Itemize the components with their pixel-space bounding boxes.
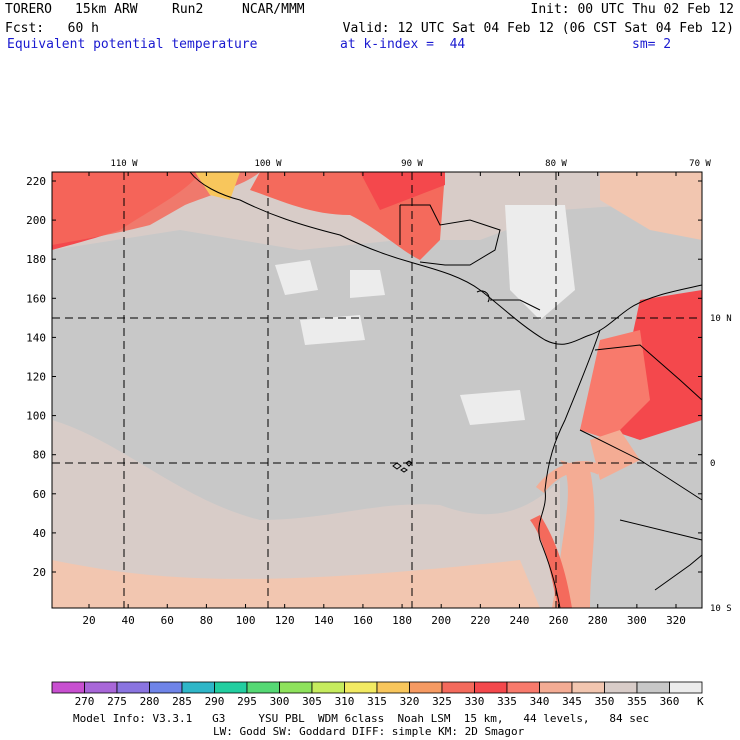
colorbar-swatch — [441, 681, 475, 694]
colorbar-level-label: 295 — [237, 695, 257, 708]
x-tick-label: 260 — [549, 614, 569, 627]
colorbar-swatch — [409, 681, 443, 694]
y-tick-label: 60 — [33, 488, 46, 501]
colorbar-swatch — [344, 681, 378, 694]
y-tick-label: 100 — [26, 410, 46, 423]
x-tick-label: 180 — [392, 614, 412, 627]
colorbar-swatch — [246, 681, 280, 694]
lat-label-10n: 10 N — [710, 314, 732, 324]
lat-label-0: 0 — [710, 459, 715, 469]
colorbar-level-label: 360 — [660, 695, 680, 708]
x-tick-label: 220 — [470, 614, 490, 627]
colorbar-level-label: 305 — [302, 695, 322, 708]
colorbar-level-label: 290 — [205, 695, 225, 708]
theta-e-field — [52, 172, 702, 608]
x-tick-label: 300 — [627, 614, 647, 627]
colorbar-swatch — [84, 681, 118, 694]
y-tick-label: 200 — [26, 214, 46, 227]
colorbar-level-label: 270 — [75, 695, 95, 708]
model-resolution: 15km ARW — [75, 2, 138, 17]
coastlines — [189, 171, 703, 609]
y-tick-label: 80 — [33, 449, 46, 462]
field-title: Equivalent potential temperature — [7, 37, 258, 52]
lon-label-70w: 70 W — [689, 159, 711, 169]
y-tick-label: 40 — [33, 527, 46, 540]
model-name: TORERO — [5, 2, 52, 17]
x-tick-label: 320 — [666, 614, 686, 627]
colorbar-level-label: 345 — [562, 695, 582, 708]
smoothing-label: sm= 2 — [632, 37, 672, 52]
model-info-line2: LW: Godd SW: Goddard DIFF: simple KM: 2D… — [213, 725, 525, 738]
colorbar-swatch — [539, 681, 573, 694]
colorbar-swatch — [51, 681, 85, 694]
colorbar-swatch — [636, 681, 670, 694]
colorbar: 270 275 280 285 290 295 300 305 310 315 320 325 330 3… — [51, 681, 703, 708]
colorbar-level-label: 275 — [107, 695, 127, 708]
x-tick-label: 240 — [510, 614, 530, 627]
colorbar-level-label: 315 — [367, 695, 387, 708]
colorbar-swatch — [116, 681, 150, 694]
x-tick-label: 280 — [588, 614, 608, 627]
y-tick-label: 140 — [26, 331, 46, 344]
colorbar-level-label: 330 — [465, 695, 485, 708]
colorbar-swatch — [506, 681, 540, 694]
y-tick-label: 20 — [33, 566, 46, 579]
colorbar-level-label: 280 — [140, 695, 160, 708]
colorbar-level-label: 285 — [172, 695, 192, 708]
colorbar-level-label: 325 — [432, 695, 452, 708]
y-tick-label: 120 — [26, 371, 46, 384]
model-run: Run2 — [172, 2, 204, 17]
forecast-hour: Fcst: 60 h — [5, 21, 99, 36]
level-label: at k-index = 44 — [340, 37, 466, 52]
lon-label-110w: 110 W — [110, 159, 138, 169]
colorbar-level-label: 310 — [335, 695, 355, 708]
x-tick-label: 200 — [431, 614, 451, 627]
lat-lon-grid — [52, 172, 702, 608]
colorbar-swatch — [669, 681, 703, 694]
colorbar-swatch — [571, 681, 605, 694]
y-tick-label: 220 — [26, 175, 46, 188]
colorbar-swatch — [181, 681, 215, 694]
x-tick-label: 40 — [122, 614, 135, 627]
y-tick-label: 160 — [26, 292, 46, 305]
lon-label-100w: 100 W — [254, 159, 282, 169]
colorbar-level-label: 335 — [497, 695, 517, 708]
lon-label-80w: 80 W — [545, 159, 567, 169]
colorbar-swatch — [279, 681, 313, 694]
x-tick-label: 80 — [200, 614, 213, 627]
colorbar-unit: K — [697, 695, 704, 708]
valid-time: Valid: 12 UTC Sat 04 Feb 12 (06 CST Sat … — [342, 21, 734, 36]
lon-label-90w: 90 W — [401, 159, 423, 169]
x-tick-label: 20 — [82, 614, 95, 627]
colorbar-level-label: 350 — [595, 695, 615, 708]
x-tick-label: 140 — [314, 614, 334, 627]
y-axis: 20 40 60 80 100 120 140 160 180 200 220 — [26, 175, 702, 579]
x-tick-label: 60 — [161, 614, 174, 627]
colorbar-level-label: 355 — [627, 695, 647, 708]
x-axis: 20 40 60 80 100 120 140 160 180 200 220 240 260 280 30… — [82, 172, 686, 627]
init-time: Init: 00 UTC Thu 02 Feb 12 — [530, 2, 735, 17]
colorbar-level-label: 320 — [400, 695, 420, 708]
colorbar-swatch — [474, 681, 508, 694]
colorbar-swatch — [376, 681, 410, 694]
colorbar-swatch — [604, 681, 638, 694]
model-org: NCAR/MMM — [242, 2, 305, 17]
x-tick-label: 160 — [353, 614, 373, 627]
colorbar-swatch — [311, 681, 345, 694]
colorbar-swatch — [214, 681, 248, 694]
model-info-line1: Model Info: V3.3.1 G3 YSU PBL WDM 6class… — [73, 712, 650, 725]
colorbar-level-label: 340 — [530, 695, 550, 708]
y-tick-label: 180 — [26, 253, 46, 266]
x-tick-label: 100 — [236, 614, 256, 627]
x-tick-label: 120 — [275, 614, 295, 627]
lat-label-10s: 10 S — [710, 604, 732, 614]
colorbar-level-label: 300 — [270, 695, 290, 708]
map-frame — [51, 171, 703, 609]
colorbar-swatch — [149, 681, 183, 694]
